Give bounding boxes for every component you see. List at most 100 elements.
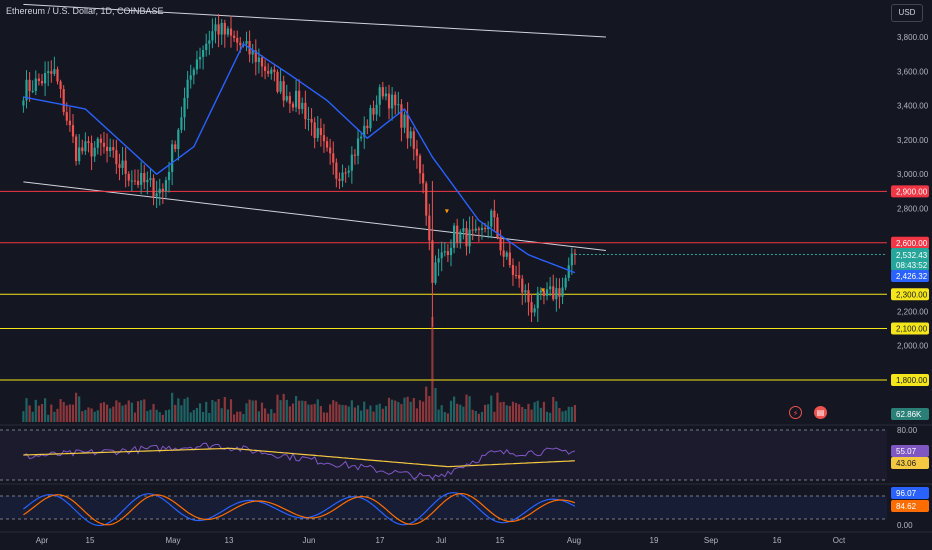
candle-body xyxy=(499,237,502,251)
volume-bar xyxy=(71,404,75,422)
candle-body xyxy=(449,247,453,256)
volume-bar xyxy=(483,404,487,422)
volume-bar xyxy=(310,404,313,422)
candle-body xyxy=(233,35,236,38)
candle-body xyxy=(567,265,570,278)
volume-bar xyxy=(136,401,140,422)
volume-bar xyxy=(511,401,515,422)
volume-bar xyxy=(369,405,372,422)
candle-body xyxy=(192,69,195,76)
volume-bar xyxy=(87,407,90,422)
volume-bar xyxy=(477,413,480,422)
candle-body xyxy=(229,28,233,36)
volume-bar xyxy=(220,408,223,422)
volume-bar xyxy=(211,399,214,422)
volume-bar xyxy=(59,399,62,422)
candle-body xyxy=(422,173,425,184)
price-tick-label: 3,800.00 xyxy=(897,33,929,42)
volume-bar xyxy=(549,412,552,422)
lightning-icon[interactable]: ⚡ xyxy=(789,406,802,419)
volume-bar xyxy=(366,409,369,422)
volume-bar xyxy=(518,404,521,422)
volume-bar xyxy=(167,409,171,422)
volume-bar xyxy=(443,412,446,422)
ma-value-bg xyxy=(891,270,929,282)
candle-body xyxy=(226,28,230,35)
volume-bar xyxy=(304,401,307,422)
volume-bar xyxy=(127,400,130,422)
candle-body xyxy=(59,81,62,90)
volume-bar xyxy=(409,401,412,422)
candle-body xyxy=(391,94,394,109)
volume-bar xyxy=(28,405,31,422)
candle-body xyxy=(570,253,573,266)
candle-body xyxy=(214,24,217,32)
candle-body xyxy=(186,79,189,98)
volume-bar xyxy=(279,400,282,422)
volume-bar xyxy=(446,413,449,422)
volume-bar xyxy=(431,317,434,422)
candle-body xyxy=(356,138,360,156)
volume-bar xyxy=(437,409,440,422)
volume-bar xyxy=(400,404,403,422)
candle-body xyxy=(167,171,171,181)
candle-body xyxy=(555,288,558,300)
volume-bar xyxy=(301,400,304,422)
time-tick-label: 15 xyxy=(496,536,505,545)
candle-body xyxy=(81,147,84,152)
volume-bar xyxy=(542,401,546,422)
candle-body xyxy=(40,80,44,84)
candle-body xyxy=(189,75,192,80)
candle-body xyxy=(127,173,130,181)
time-tick-label: Oct xyxy=(833,536,846,545)
candle-body xyxy=(183,97,186,118)
candle-body xyxy=(273,69,276,72)
volume-bar xyxy=(490,395,493,422)
candle-body xyxy=(431,240,434,283)
volume-bar xyxy=(387,397,391,422)
candle-body xyxy=(428,215,431,241)
candle-body xyxy=(56,69,59,82)
volume-bar xyxy=(378,403,381,422)
volume-bar xyxy=(214,401,217,422)
candle-body xyxy=(304,102,307,120)
stoch-d-value-bg xyxy=(891,500,929,512)
volume-bar xyxy=(322,412,326,422)
volume-bar xyxy=(294,395,298,422)
us-flag-icon[interactable]: ▤ xyxy=(814,406,827,419)
volume-bar xyxy=(403,397,406,422)
ma-value-label: 2,426.32 xyxy=(896,272,928,281)
currency-button[interactable]: USD xyxy=(891,4,923,22)
volume-bar xyxy=(93,411,96,422)
level-label: 2,600.00 xyxy=(896,239,928,248)
candle-body xyxy=(90,143,93,157)
volume-bar xyxy=(360,410,363,422)
level-label: 2,300.00 xyxy=(896,290,928,299)
price-tick-label: 3,000.00 xyxy=(897,170,929,179)
rsi-line xyxy=(23,442,576,480)
volume-bar xyxy=(288,406,291,422)
level-label-bg xyxy=(891,374,929,386)
volume-bar xyxy=(121,405,124,422)
candle-body xyxy=(34,78,37,91)
volume-bar xyxy=(242,413,245,422)
volume-bar xyxy=(53,411,56,422)
candle-body xyxy=(149,178,152,180)
current-price-bg xyxy=(891,248,929,271)
volume-bar xyxy=(449,400,453,422)
candle-body xyxy=(378,87,381,105)
candle-body xyxy=(471,229,474,231)
volume-bar xyxy=(471,409,474,422)
candle-body xyxy=(341,172,344,181)
candle-body xyxy=(530,302,533,313)
candle-body xyxy=(118,164,121,168)
candle-body xyxy=(480,227,484,231)
volume-bar xyxy=(363,401,366,422)
candle-body xyxy=(133,180,137,182)
volume-bar xyxy=(567,406,570,422)
candle-body xyxy=(549,286,552,290)
volume-bar xyxy=(239,411,242,422)
volume-bar xyxy=(74,392,78,422)
candle-body xyxy=(294,90,298,108)
